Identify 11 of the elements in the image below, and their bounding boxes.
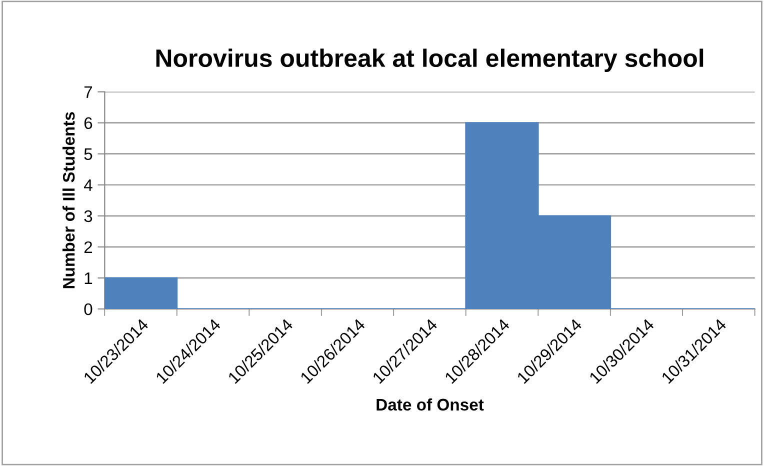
- y-tick-label: 1: [84, 272, 92, 284]
- y-tick-label: 3: [84, 210, 92, 222]
- y-tick-label: 7: [84, 86, 92, 98]
- y-tick-label: 0: [84, 303, 92, 316]
- chart-title: Norovirus outbreak at local elementary school: [156, 48, 704, 72]
- y-tick-label: 5: [84, 148, 92, 160]
- y-tick-label: 2: [84, 241, 92, 253]
- y-tick-label: 4: [84, 179, 92, 191]
- x-axis-title: Date of Onset: [376, 398, 484, 411]
- y-tick-label: 6: [84, 117, 92, 130]
- y-axis-title: Number of Ill Students: [62, 112, 75, 288]
